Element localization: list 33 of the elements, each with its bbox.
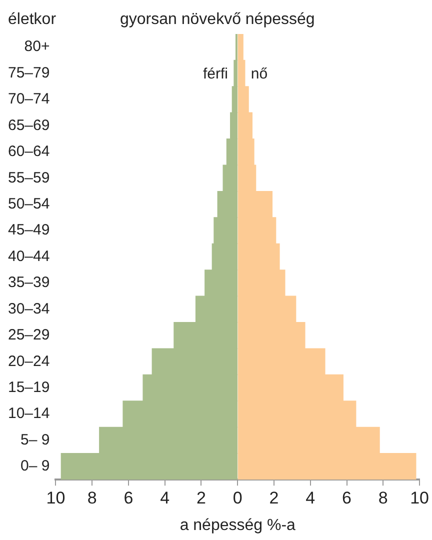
y-tick-label: 25–29 [8, 326, 50, 344]
y-tick-label: 45–49 [8, 222, 50, 239]
x-axis-title: a népesség %-a [180, 517, 296, 534]
series-label: férfi [202, 65, 228, 82]
y-tick-label: 20–24 [8, 352, 50, 370]
y-tick-label: 60–64 [8, 143, 50, 160]
y-tick-label: 30–34 [8, 300, 50, 318]
y-tick-label: 35–39 [8, 274, 50, 292]
y-tick-label: 5– 9 [20, 431, 50, 448]
y-tick-label: 65–69 [8, 116, 50, 134]
chart-title: gyorsan növekvő népesség [120, 11, 315, 28]
y-tick-label: 10–14 [8, 405, 50, 422]
y-axis-title: életkor [8, 11, 57, 28]
x-tick-label: 2 [269, 488, 279, 508]
x-tick-label: 8 [378, 488, 388, 508]
x-tick-label: 2 [196, 488, 206, 508]
y-tick-label: 75–79 [8, 64, 50, 82]
y-tick-label: 55–59 [8, 169, 50, 186]
x-tick-label: 4 [306, 488, 316, 508]
x-tick-label: 8 [87, 488, 97, 508]
y-tick-label: 80+ [24, 38, 50, 56]
x-tick-label: 4 [160, 488, 170, 508]
x-tick-label: 6 [124, 488, 134, 508]
y-tick-label: 70–74 [8, 90, 50, 108]
x-tick-label: 10 [410, 488, 430, 508]
x-tick-label: 6 [342, 488, 352, 508]
y-tick-label: 40–44 [8, 248, 50, 265]
y-tick-label: 50–54 [8, 196, 50, 213]
y-tick-label: 15–19 [8, 379, 50, 396]
series-label: nő [250, 65, 268, 82]
x-tick-label: 0 [232, 488, 242, 508]
x-tick-label: 10 [46, 488, 66, 508]
y-tick-label: 0– 9 [20, 458, 50, 475]
